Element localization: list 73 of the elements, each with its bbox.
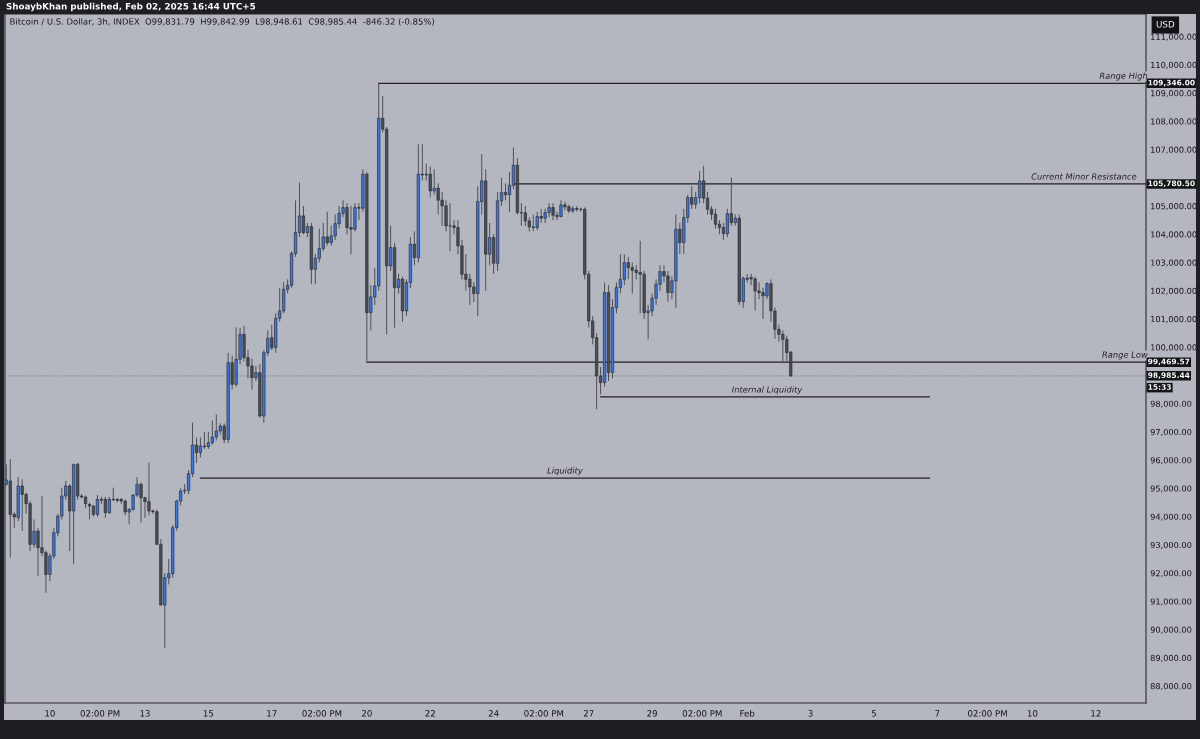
x-tick-label: 20 xyxy=(362,710,372,717)
y-tick-label: 103,000.00 xyxy=(1151,259,1197,267)
x-tick-label: 7 xyxy=(935,710,940,717)
y-tick-label: 110,000.00 xyxy=(1151,61,1197,69)
y-tick-label: 92,000.00 xyxy=(1150,570,1192,578)
x-tick-label: 02:00 PM xyxy=(524,710,564,717)
candlestick xyxy=(638,240,642,314)
candlestick xyxy=(301,205,306,235)
candlestick xyxy=(626,256,630,280)
candlestick xyxy=(551,202,555,221)
candlestick xyxy=(725,208,729,238)
x-tick-label: 02:00 PM xyxy=(968,710,1007,717)
candlestick xyxy=(325,211,329,247)
y-tick-label: 105,000.00 xyxy=(1151,203,1197,211)
x-tick-label: 10 xyxy=(45,710,55,717)
y-tick-label: 95,000.00 xyxy=(1150,485,1192,493)
x-tick-label: 3 xyxy=(808,710,813,717)
candlestick xyxy=(535,211,539,231)
chart-title: Bitcoin / U.S. Dollar, 3h, INDEX O99,831.79 H99,842.99 L98,948.61 C98,985.44 -846.32 (-0.85%) xyxy=(10,18,434,26)
candlestick xyxy=(103,496,107,519)
annotation: Current Minor Resistance xyxy=(1031,173,1137,180)
annotation: Range High xyxy=(1099,72,1148,81)
y-tick-label: 96,000.00 xyxy=(1150,457,1192,465)
y-tick-label: 109,000.00 xyxy=(1151,90,1197,98)
y-tick-label: 104,000.00 xyxy=(1151,231,1197,239)
candlestick xyxy=(698,170,702,204)
y-tick-label: 107,000.00 xyxy=(1151,146,1197,154)
x-tick-label: 02:00 PM xyxy=(682,710,722,717)
x-tick-label: 27 xyxy=(583,710,594,717)
x-tick-label: 10 xyxy=(1027,710,1038,717)
candlestick xyxy=(713,208,718,230)
y-tick-label: 98,000.00 xyxy=(1150,400,1192,408)
x-tick-label: 29 xyxy=(647,710,657,717)
y-tick-label: 88,000.00 xyxy=(1150,683,1192,691)
annotation: Range Low xyxy=(1102,351,1148,360)
annotation: Internal Liquidity xyxy=(731,386,803,395)
x-tick-label: 13 xyxy=(140,710,150,717)
candlestick xyxy=(349,205,353,255)
y-tick-label: 94,000.00 xyxy=(1150,513,1192,521)
candlestick xyxy=(428,165,432,199)
y-tick-label: 91,000.00 xyxy=(1150,598,1192,606)
x-tick-label: 22 xyxy=(425,710,435,717)
y-axis-title: USD xyxy=(1156,20,1175,28)
x-tick-label: 12 xyxy=(1091,710,1101,717)
x-tick-label: 02:00 PM xyxy=(80,710,120,717)
candlestick xyxy=(210,420,214,446)
chart-subtitle: ShoaybKhan published, Feb 02, 2025 16:44 UTC+5 xyxy=(6,2,256,12)
candlestick xyxy=(531,214,535,232)
x-tick-label: 17 xyxy=(267,710,277,717)
y-tick-label: 101,000.00 xyxy=(1151,316,1197,324)
y-tick-label: 97,000.00 xyxy=(1150,428,1192,436)
candlestick xyxy=(198,437,203,458)
y-tick-label: 100,000.00 xyxy=(1151,344,1197,352)
candlestick xyxy=(753,276,757,311)
y-tick-label: 102,000.00 xyxy=(1151,287,1197,295)
candlestick xyxy=(448,202,452,252)
candlestick xyxy=(20,478,24,532)
y-tick-label: 111,000.00 xyxy=(1151,33,1197,41)
x-tick-label: 24 xyxy=(488,710,499,717)
x-tick-label: 5 xyxy=(871,710,876,717)
y-tick-label: 90,000.00 xyxy=(1150,626,1192,634)
y-tick-label: 108,000.00 xyxy=(1151,118,1197,126)
y-tick-label: 93,000.00 xyxy=(1150,541,1192,549)
candlestick xyxy=(781,329,785,362)
x-tick-label: 15 xyxy=(203,710,214,717)
candlestick xyxy=(202,431,206,450)
candlestick xyxy=(147,462,151,516)
candlestick xyxy=(214,413,218,441)
y-tick-label: 89,000.00 xyxy=(1150,654,1192,662)
x-tick-label: 02:00 PM xyxy=(302,710,342,717)
candlestick xyxy=(523,205,527,227)
annotation: Liquidity xyxy=(547,467,583,476)
x-tick-label: Feb xyxy=(740,709,755,717)
